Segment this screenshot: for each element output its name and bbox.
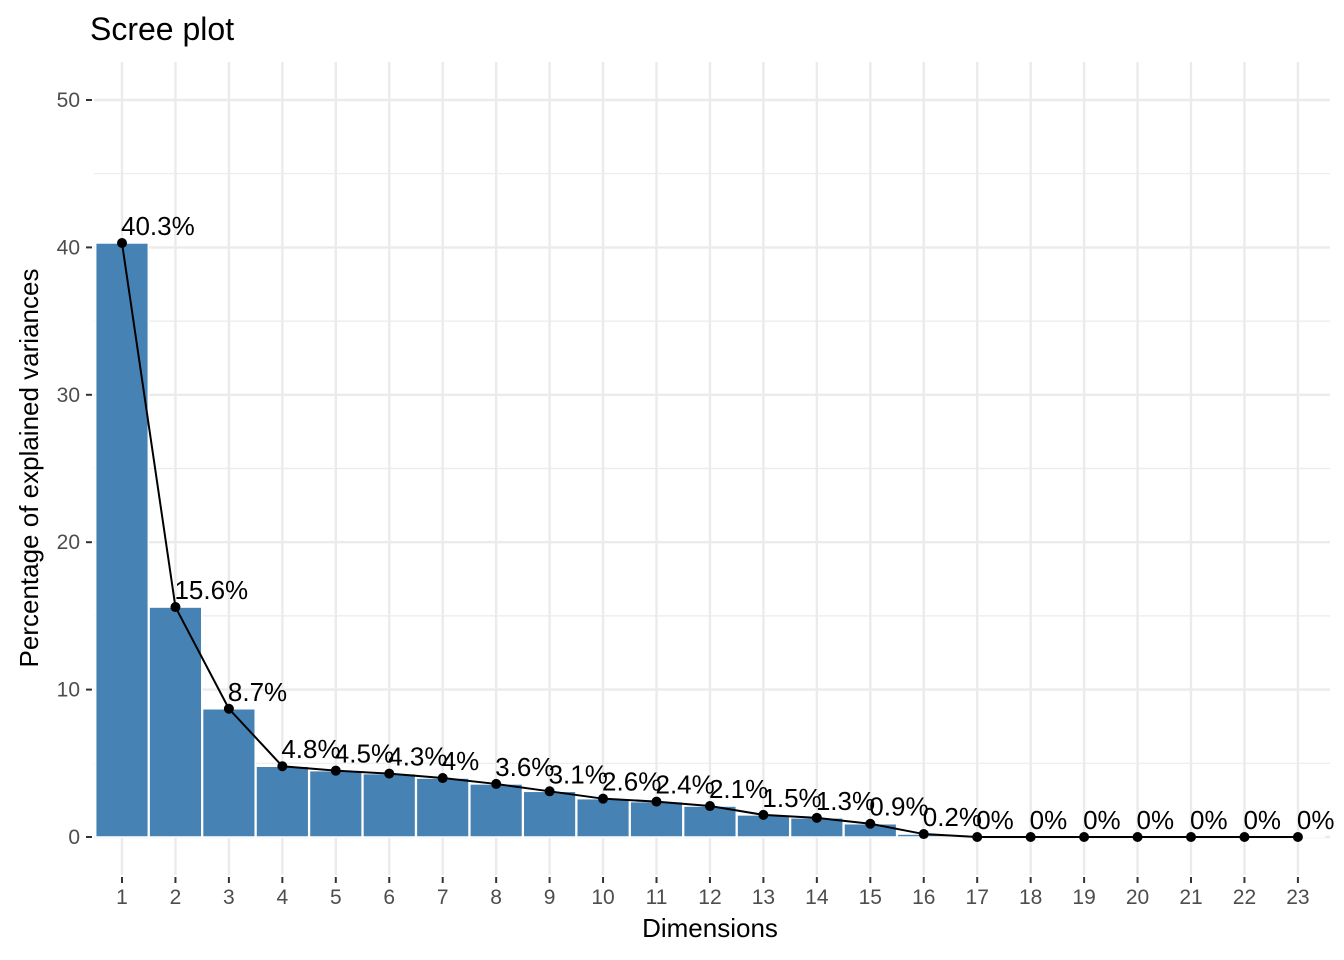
bar bbox=[148, 606, 203, 838]
bar bbox=[575, 797, 631, 838]
data-label: 0% bbox=[1137, 805, 1175, 835]
x-tick-label: 13 bbox=[752, 886, 775, 909]
data-label: 0% bbox=[976, 805, 1014, 835]
x-tick-label: 3 bbox=[223, 886, 235, 909]
data-label: 2.1% bbox=[709, 774, 768, 804]
bar bbox=[522, 790, 577, 838]
x-tick-label: 17 bbox=[966, 886, 989, 909]
data-label: 4% bbox=[442, 746, 480, 776]
bar bbox=[201, 708, 256, 838]
x-tick-label: 8 bbox=[490, 886, 502, 909]
x-tick-label: 18 bbox=[1019, 886, 1042, 909]
data-point bbox=[223, 703, 234, 714]
x-tick-label: 23 bbox=[1286, 886, 1309, 909]
data-point bbox=[170, 602, 181, 613]
data-point bbox=[1132, 832, 1143, 842]
y-tick-label: 20 bbox=[57, 531, 80, 554]
data-label: 0% bbox=[1083, 805, 1121, 835]
bar bbox=[415, 777, 470, 838]
data-label: 3.6% bbox=[495, 752, 554, 782]
data-point bbox=[1239, 832, 1250, 842]
x-tick-label: 21 bbox=[1179, 886, 1202, 909]
x-tick-label: 2 bbox=[170, 886, 182, 909]
data-label-layer: 40.3% 15.6% 8.7% 4.8%4.5%4.3%4% 3.6%3.1%2.6%… bbox=[121, 211, 1334, 835]
data-label: 0.2% bbox=[923, 802, 982, 832]
y-tick-label: 30 bbox=[57, 384, 80, 407]
data-point bbox=[1186, 832, 1196, 842]
bar bbox=[94, 242, 150, 838]
bar bbox=[469, 783, 524, 838]
data-label: 0% bbox=[1030, 805, 1068, 835]
x-tick-label: 14 bbox=[805, 886, 829, 909]
bar bbox=[629, 800, 684, 838]
data-point bbox=[972, 832, 983, 842]
data-point bbox=[117, 237, 127, 248]
x-tick-label: 7 bbox=[437, 886, 449, 909]
data-point bbox=[598, 793, 609, 804]
y-tick-label: 40 bbox=[57, 236, 80, 259]
data-point bbox=[1025, 832, 1036, 842]
data-label: 4.5% bbox=[335, 739, 394, 769]
data-point bbox=[918, 829, 929, 840]
x-tick-label: 4 bbox=[277, 886, 289, 909]
data-point bbox=[1292, 832, 1303, 842]
x-axis-title: Dimensions bbox=[642, 913, 778, 943]
x-tick-label: 22 bbox=[1233, 886, 1256, 909]
y-tick-label: 50 bbox=[57, 89, 80, 112]
data-label: 3.1% bbox=[549, 759, 608, 789]
data-point bbox=[277, 761, 288, 772]
data-point bbox=[865, 818, 876, 829]
data-label: 1.3% bbox=[816, 786, 875, 816]
bar bbox=[255, 765, 310, 838]
data-label: 1.5% bbox=[762, 783, 821, 813]
y-tick-label: 0 bbox=[68, 826, 80, 849]
bar bbox=[682, 805, 738, 838]
data-point bbox=[704, 801, 715, 812]
x-tick-label: 15 bbox=[859, 886, 882, 909]
data-point bbox=[330, 765, 341, 776]
x-tick-label: 20 bbox=[1126, 886, 1149, 909]
data-label: 0.9% bbox=[869, 792, 928, 822]
data-label: 40.3% bbox=[121, 211, 195, 241]
data-label: 4.8% bbox=[281, 734, 340, 764]
data-label: 15.6% bbox=[174, 575, 248, 605]
data-point bbox=[544, 786, 555, 797]
y-axis-title: Percentage of explained variances bbox=[14, 269, 44, 668]
data-label: 0% bbox=[1243, 805, 1281, 835]
data-label: 8.7% bbox=[228, 677, 287, 707]
data-point bbox=[491, 778, 502, 789]
data-point bbox=[437, 773, 448, 784]
x-tick-label: 16 bbox=[912, 886, 935, 909]
data-point bbox=[1079, 832, 1090, 842]
x-tick-label: 9 bbox=[544, 886, 556, 909]
chart-title: Scree plot bbox=[90, 11, 234, 47]
bar bbox=[362, 772, 417, 838]
data-point bbox=[384, 768, 395, 779]
data-point bbox=[651, 796, 662, 807]
x-tick-label: 12 bbox=[698, 886, 721, 909]
x-tick-label: 1 bbox=[116, 886, 128, 909]
line-layer bbox=[117, 237, 1303, 842]
data-label: 0% bbox=[1190, 805, 1228, 835]
x-tick-label: 11 bbox=[646, 886, 668, 909]
data-point bbox=[758, 809, 769, 820]
data-point bbox=[811, 812, 822, 823]
data-label: 4.3% bbox=[388, 742, 447, 772]
data-label: 0% bbox=[1297, 805, 1335, 835]
bar bbox=[308, 769, 363, 838]
x-tick-label: 6 bbox=[383, 886, 395, 909]
x-tick-label: 10 bbox=[591, 886, 614, 909]
x-tick-label: 19 bbox=[1072, 886, 1095, 909]
grid-layer bbox=[94, 62, 1330, 875]
y-tick-label: 10 bbox=[57, 679, 80, 702]
data-label: 2.6% bbox=[602, 767, 661, 797]
data-label: 2.4% bbox=[656, 770, 715, 800]
x-tick-label: 5 bbox=[330, 886, 342, 909]
